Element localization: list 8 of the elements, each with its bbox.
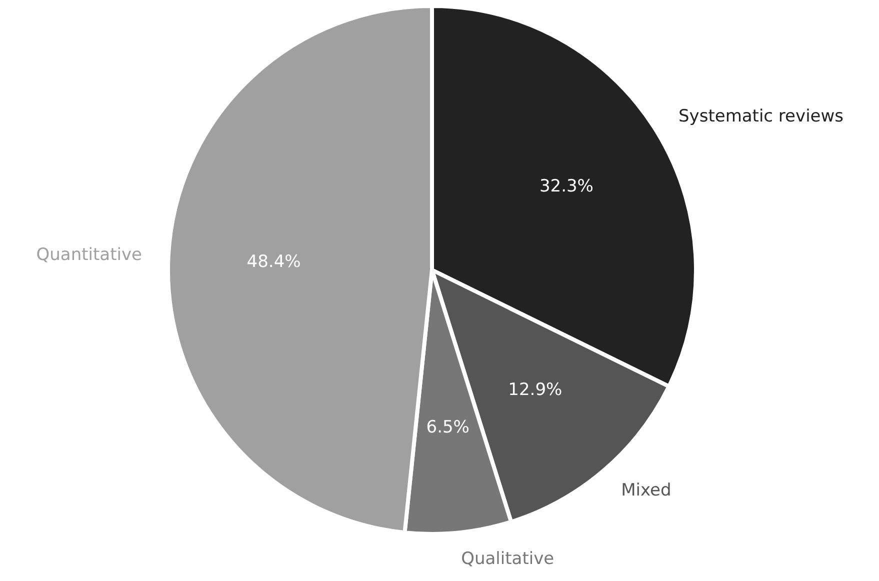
data-label: 12.9% bbox=[508, 380, 562, 400]
data-label: 48.4% bbox=[246, 252, 301, 272]
slice-label: Qualitative bbox=[461, 548, 554, 569]
slice-label: Systematic reviews bbox=[678, 106, 844, 126]
data-label: 6.5% bbox=[426, 418, 470, 438]
slice-label: Mixed bbox=[621, 480, 672, 500]
slice-label: Quantitative bbox=[36, 244, 142, 265]
data-label: 32.3% bbox=[539, 176, 594, 196]
